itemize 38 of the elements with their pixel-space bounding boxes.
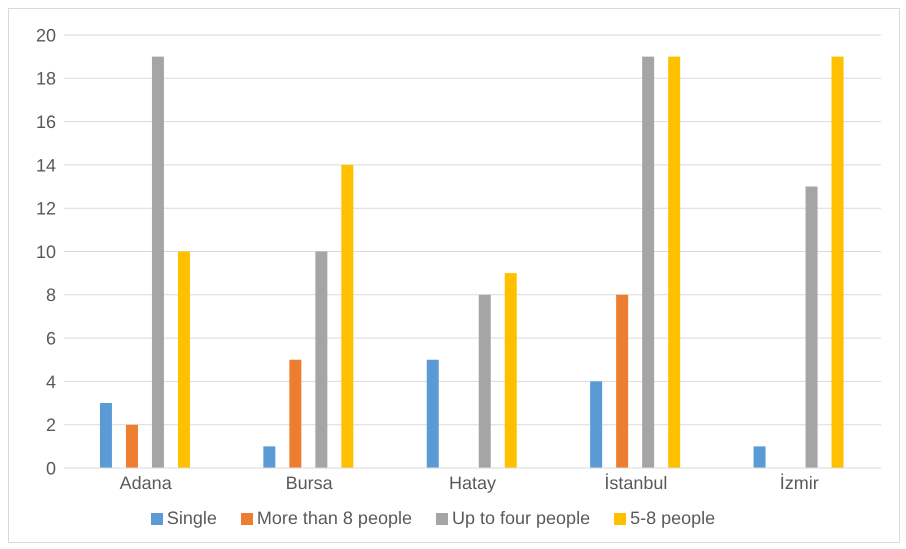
y-tick-label: 14	[36, 155, 56, 176]
legend-label: 5-8 people	[630, 508, 716, 528]
bar	[642, 56, 654, 468]
legend-label: More than 8 people	[256, 508, 412, 528]
bar	[289, 360, 302, 468]
bar	[668, 56, 680, 468]
x-tick-label: İstanbul	[604, 472, 668, 493]
y-tick-label: 20	[36, 25, 56, 46]
bar	[590, 381, 602, 468]
bar	[426, 360, 439, 468]
y-tick-label: 10	[36, 242, 56, 262]
y-tick-label: 12	[36, 198, 56, 219]
bar	[315, 252, 328, 468]
y-tick-label: 16	[36, 112, 56, 132]
bar	[616, 294, 628, 468]
bar	[100, 403, 112, 468]
legend-label: Up to four people	[452, 508, 590, 528]
y-tick-label: 18	[36, 68, 56, 89]
bar	[504, 273, 517, 468]
x-tick-label: Bursa	[286, 472, 334, 493]
x-tick-label: Adana	[120, 472, 173, 493]
y-tick-label: 8	[46, 285, 56, 306]
bar	[178, 252, 190, 468]
x-tick-label: Hatay	[448, 472, 496, 493]
bar	[126, 424, 138, 468]
bar	[341, 164, 354, 468]
y-tick-label: 6	[46, 328, 56, 348]
y-tick-label: 4	[46, 372, 56, 392]
bar	[832, 56, 844, 468]
x-tick-label: İzmir	[780, 472, 819, 493]
y-tick-label: 2	[46, 415, 56, 436]
bar	[754, 446, 766, 468]
y-tick-label: 0	[46, 458, 56, 478]
bar	[806, 186, 818, 468]
bar	[478, 294, 491, 468]
legend-label: Single	[166, 508, 217, 528]
bar	[263, 446, 276, 468]
bar	[152, 56, 164, 468]
